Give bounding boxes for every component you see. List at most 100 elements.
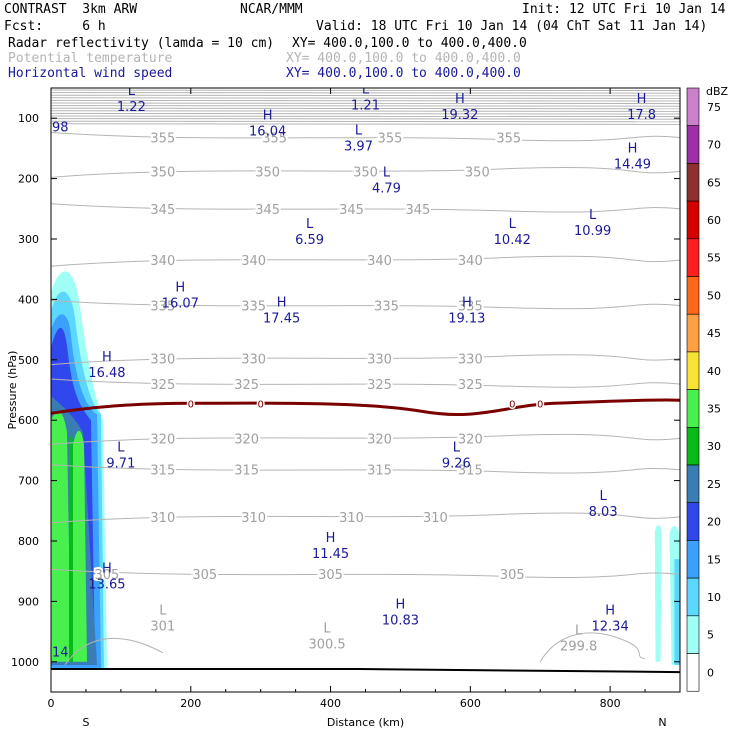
theta-contour-label: 350	[255, 165, 280, 180]
wind-extremum-letter: L	[128, 84, 136, 99]
colorbar-level-label: 55	[707, 252, 721, 265]
colorbar-bin	[686, 238, 700, 277]
theta-contour-label: 315	[367, 464, 392, 479]
colorbar-level-label: 50	[707, 289, 721, 302]
theta-contour-label: 345	[150, 203, 175, 218]
wind-extremum-value: 12.34	[592, 620, 629, 635]
freezing-level-label: 0	[188, 399, 194, 410]
theta-contour-label: 350	[353, 165, 378, 180]
wind-extremum-letter: H	[628, 141, 638, 156]
wind-extremum-letter: L	[509, 217, 517, 232]
theta-contour-label: 355	[496, 132, 521, 147]
theta-min-letter: L	[575, 623, 583, 638]
colorbar-level-label: 30	[707, 440, 721, 453]
colorbar-level-label: 15	[707, 553, 721, 566]
x-tick-label: 800	[600, 697, 621, 710]
y-tick-label: 900	[18, 595, 39, 608]
colorbar-level-label: 60	[707, 214, 721, 227]
colorbar-level-label: 35	[707, 402, 721, 415]
theta-isentrope	[51, 255, 680, 267]
theta-min-value: 299.8	[560, 639, 597, 654]
theta-isentrope	[51, 132, 680, 142]
theta-contour-label: 340	[150, 254, 175, 269]
theta-contour-label: 305	[318, 568, 343, 583]
theta-contour-label: 325	[458, 378, 483, 393]
header-forecast-hour: Fcst: 6 h	[4, 19, 106, 34]
wind-extremum-value: 16.48	[88, 366, 125, 381]
theta-isentrope-upper	[51, 102, 680, 105]
theta-isentrope-upper	[51, 123, 680, 125]
colorbar-level-label: 25	[707, 478, 721, 491]
theta-isentrope	[51, 166, 680, 178]
theta-contour-label: 335	[458, 299, 483, 314]
theta-contour-label: 340	[458, 254, 483, 269]
wind-extremum-value: 11.45	[312, 547, 349, 562]
wind-extremum-value: 16.07	[162, 296, 199, 311]
theta-contour-label: 330	[241, 353, 266, 368]
theta-isentrope-upper	[51, 118, 680, 120]
reflectivity-5dbz-north-a	[654, 525, 662, 662]
theta-contour-label: 310	[423, 511, 448, 526]
y-tick-label: 400	[18, 293, 39, 306]
theta-contour-label: 315	[458, 464, 483, 479]
colorbar-level-label: 70	[707, 139, 721, 152]
theta-contour-label: 320	[150, 432, 175, 447]
colorbar-bin	[686, 200, 700, 240]
wind-extremum-value: 10.42	[494, 233, 531, 248]
theta-contour-label: 340	[367, 254, 392, 269]
x-tick-label: 400	[320, 697, 341, 710]
wind-extremum-letter: H	[462, 296, 472, 311]
theta-isentrope	[51, 203, 680, 213]
theta-isentrope	[51, 354, 680, 366]
wind-extremum-letter: L	[453, 440, 461, 455]
theta-isentrope-upper	[51, 99, 680, 102]
header-init-time: Init: 12 UTC Fri 10 Jan 14	[522, 2, 726, 17]
wind-extremum-letter: L	[362, 82, 370, 97]
colorbar-bin	[686, 87, 700, 127]
theta-isentrope	[51, 378, 680, 388]
wind-extremum-value: 17.45	[263, 312, 300, 327]
reflectivity-35dbz-left	[51, 410, 71, 662]
x-end-label-north: N	[658, 716, 666, 729]
theta-isentrope	[51, 433, 680, 445]
wind-extremum-value: 1.22	[117, 100, 146, 115]
header-valid-time: Valid: 18 UTC Fri 10 Jan 14 (04 ChT Sat …	[316, 19, 708, 34]
theta-contour-label: 325	[150, 378, 175, 393]
theta-contour-label: 330	[367, 353, 392, 368]
theta-isentrope	[51, 512, 680, 524]
y-axis-label: Pressure (hPa)	[6, 351, 19, 430]
theta-isentrope-upper	[51, 112, 680, 115]
wind-extremum-letter: L	[599, 489, 607, 504]
theta-contour-label: 345	[255, 203, 280, 218]
y-tick-label: 300	[18, 233, 39, 246]
wind-extremum-value: 1.21	[351, 98, 380, 113]
colorbar-bin	[686, 351, 700, 390]
x-axis-label: Distance (km)	[327, 716, 404, 729]
wind-extremum-letter: L	[306, 217, 314, 232]
freezing-level-label: 0	[537, 399, 543, 410]
field-xy-wind: XY= 400.0,100.0 to 400.0,400.0	[286, 66, 521, 81]
colorbar-bin	[686, 502, 700, 541]
theta-contour-label: 345	[339, 203, 364, 218]
ground-surface-line	[51, 668, 680, 674]
wind-extremum-value: 16.04	[249, 124, 286, 139]
theta-min-value: 300.5	[308, 638, 345, 653]
y-tick-label: 200	[18, 173, 39, 186]
wind-extremum-value: 9.71	[106, 456, 135, 471]
wind-extremum-letter: H	[277, 296, 287, 311]
colorbar-level-label: 10	[707, 591, 721, 604]
colorbar-bin	[686, 653, 700, 692]
wind-extremum-letter: H	[455, 92, 465, 107]
y-tick-label: 500	[18, 354, 39, 367]
theta-contour-label: 310	[150, 511, 175, 526]
colorbar-bin	[686, 464, 700, 504]
y-tick-label: 1000	[11, 656, 39, 669]
theta-contour-label: 355	[150, 132, 175, 147]
wind-extremum-value: 9.26	[442, 456, 471, 471]
colorbar-bin	[686, 577, 700, 617]
colorbar-bin	[686, 276, 700, 315]
wind-extremum-letter: H	[605, 604, 615, 619]
theta-contour-label: 325	[367, 378, 392, 393]
theta-isentrope-upper	[51, 120, 680, 123]
